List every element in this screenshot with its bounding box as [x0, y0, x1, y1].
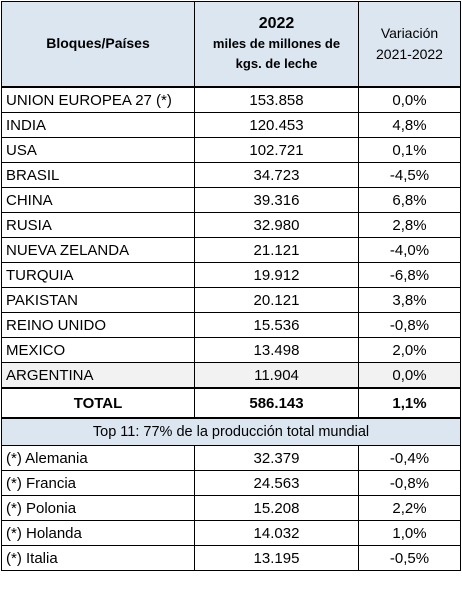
country-cell: (*) Francia [1, 470, 195, 496]
sub-row: (*) Polonia 15.208 2,2% [1, 495, 461, 521]
change-cell: 0,0% [358, 86, 461, 113]
value-cell: 15.536 [194, 312, 359, 338]
change-cell: 4,8% [358, 112, 461, 138]
country-cell: PAKISTAN [1, 287, 195, 313]
table-row: UNION EUROPEA 27 (*) 153.858 0,0% [1, 86, 461, 113]
country-cell: (*) Alemania [1, 445, 195, 471]
table-row: RUSIA 32.980 2,8% [1, 212, 461, 238]
value-cell: 102.721 [194, 137, 359, 163]
table-row: NUEVA ZELANDA 21.121 -4,0% [1, 237, 461, 263]
country-cell: USA [1, 137, 195, 163]
header-production: 2022 miles de millones de kgs. de leche [194, 1, 359, 88]
value-cell: 21.121 [194, 237, 359, 263]
value-cell: 34.723 [194, 162, 359, 188]
value-cell: 120.453 [194, 112, 359, 138]
header-year: 2022 [258, 15, 295, 32]
total-row: TOTAL 586.143 1,1% [1, 387, 461, 419]
header-countries-label: Bloques/Países [46, 35, 150, 51]
value-cell: 32.980 [194, 212, 359, 238]
table-row-argentina: ARGENTINA 11.904 0,0% [1, 362, 461, 389]
total-label: TOTAL [1, 387, 195, 419]
sub-row: (*) Francia 24.563 -0,8% [1, 470, 461, 496]
header-unit-line1: miles de millones de [212, 36, 341, 51]
country-cell: TURQUIA [1, 262, 195, 288]
country-cell: RUSIA [1, 212, 195, 238]
country-cell: CHINA [1, 187, 195, 213]
total-change: 1,1% [358, 387, 461, 419]
value-cell: 24.563 [194, 470, 359, 496]
value-cell: 13.498 [194, 337, 359, 363]
table-row: INDIA 120.453 4,8% [1, 112, 461, 138]
value-cell: 153.858 [194, 86, 359, 113]
header-variation-period: 2021-2022 [376, 46, 443, 62]
table-row: PAKISTAN 20.121 3,8% [1, 287, 461, 313]
header-unit-line2: kgs. de leche [235, 56, 318, 71]
country-cell: (*) Polonia [1, 495, 195, 521]
change-cell: -0,5% [358, 545, 461, 571]
value-cell: 32.379 [194, 445, 359, 471]
country-cell: BRASIL [1, 162, 195, 188]
top-11-note: Top 11: 77% de la producción total mundi… [1, 417, 461, 446]
table-row: TURQUIA 19.912 -6,8% [1, 262, 461, 288]
sub-row: (*) Holanda 14.032 1,0% [1, 520, 461, 546]
change-cell: -4,0% [358, 237, 461, 263]
value-cell: 20.121 [194, 287, 359, 313]
change-cell: 6,8% [358, 187, 461, 213]
milk-production-table: Bloques/Países 2022 miles de millones de… [1, 1, 461, 571]
country-cell: (*) Holanda [1, 520, 195, 546]
table-row: BRASIL 34.723 -4,5% [1, 162, 461, 188]
country-cell: NUEVA ZELANDA [1, 237, 195, 263]
change-cell: 0,0% [358, 362, 461, 389]
value-cell: 19.912 [194, 262, 359, 288]
table-row: USA 102.721 0,1% [1, 137, 461, 163]
change-cell: 1,0% [358, 520, 461, 546]
country-cell: MEXICO [1, 337, 195, 363]
change-cell: 2,8% [358, 212, 461, 238]
change-cell: -0,4% [358, 445, 461, 471]
value-cell: 15.208 [194, 495, 359, 521]
country-cell: REINO UNIDO [1, 312, 195, 338]
value-cell: 39.316 [194, 187, 359, 213]
note-row: Top 11: 77% de la producción total mundi… [1, 417, 461, 446]
change-cell: -4,5% [358, 162, 461, 188]
value-cell: 13.195 [194, 545, 359, 571]
change-cell: 0,1% [358, 137, 461, 163]
sub-row: (*) Alemania 32.379 -0,4% [1, 445, 461, 471]
header-variation-label: Variación [380, 25, 439, 41]
value-cell: 14.032 [194, 520, 359, 546]
change-cell: 3,8% [358, 287, 461, 313]
country-cell: INDIA [1, 112, 195, 138]
country-cell: (*) Italia [1, 545, 195, 571]
total-value: 586.143 [194, 387, 359, 419]
table-header-row: Bloques/Países 2022 miles de millones de… [1, 1, 461, 88]
change-cell: 2,0% [358, 337, 461, 363]
header-countries: Bloques/Países [1, 1, 195, 88]
change-cell: -0,8% [358, 312, 461, 338]
change-cell: -0,8% [358, 470, 461, 496]
change-cell: 2,2% [358, 495, 461, 521]
sub-row: (*) Italia 13.195 -0,5% [1, 545, 461, 571]
country-cell: ARGENTINA [1, 362, 195, 389]
country-cell: UNION EUROPEA 27 (*) [1, 86, 195, 113]
header-variation: Variación 2021-2022 [358, 1, 461, 88]
change-cell: -6,8% [358, 262, 461, 288]
table-row: CHINA 39.316 6,8% [1, 187, 461, 213]
table-row: REINO UNIDO 15.536 -0,8% [1, 312, 461, 338]
table-row: MEXICO 13.498 2,0% [1, 337, 461, 363]
value-cell: 11.904 [194, 362, 359, 389]
